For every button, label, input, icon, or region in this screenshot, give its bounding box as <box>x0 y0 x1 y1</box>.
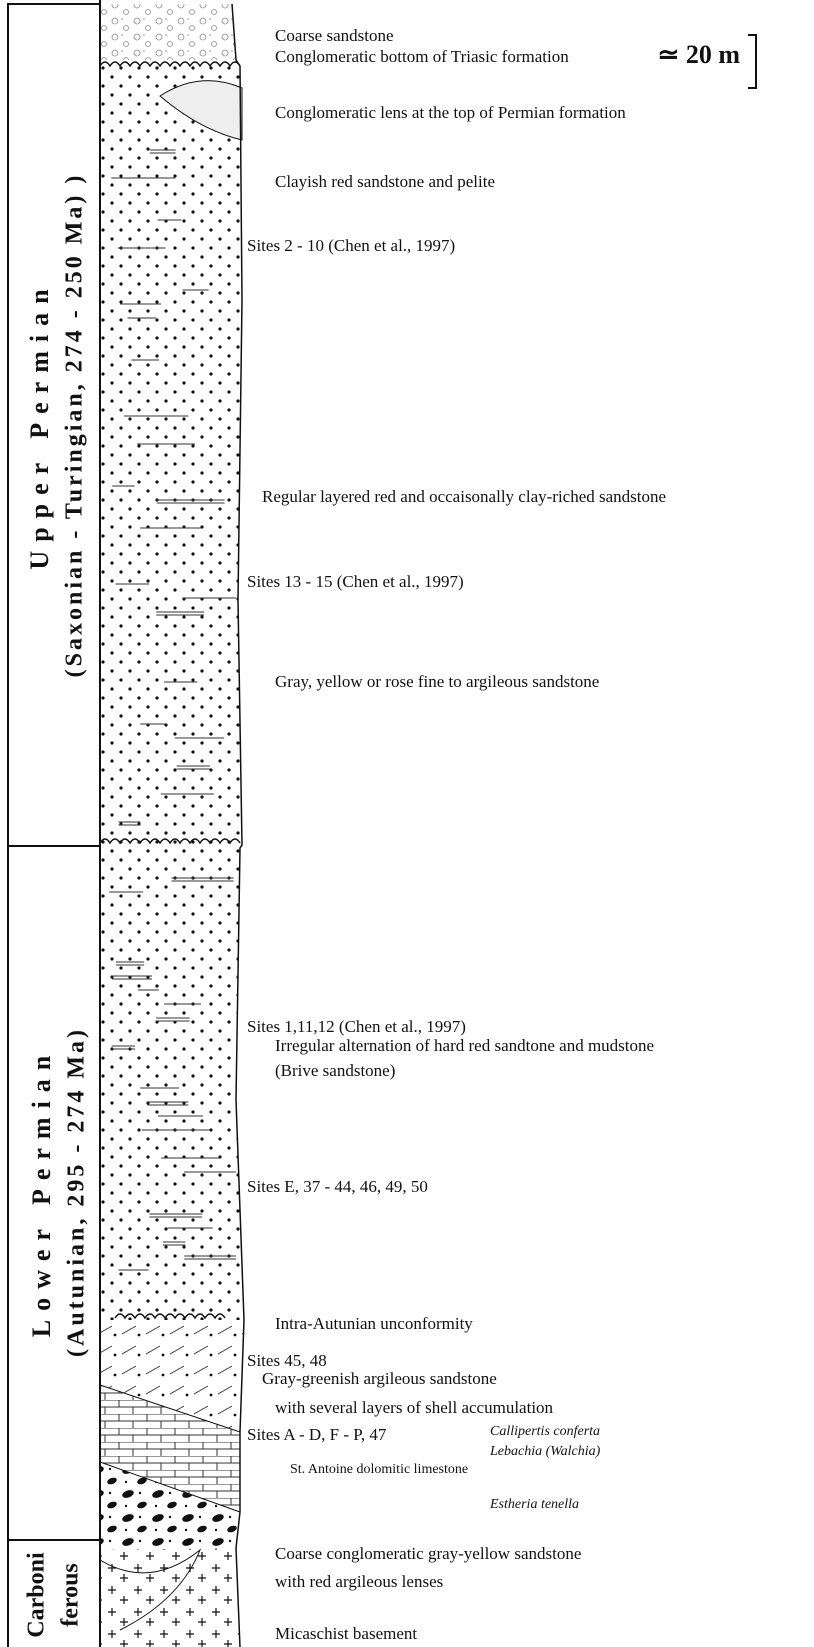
period-subtitle: ferous <box>58 1563 84 1627</box>
annotation: with red argileous lenses <box>275 1572 443 1591</box>
annotation: Micaschist basement <box>275 1624 417 1643</box>
period-name: Upper Permian <box>25 280 54 569</box>
annotation: (Brive sandstone) <box>275 1061 395 1080</box>
annotation: Regular layered red and occaisonally cla… <box>262 487 666 506</box>
annotation: Coarse sandstone <box>275 26 394 45</box>
sandstone <box>100 848 244 1320</box>
annotation: Conglomeratic bottom of Triasic formatio… <box>275 47 569 66</box>
sandstone <box>100 66 242 845</box>
lithology <box>100 0 244 1647</box>
annotation: Sites E, 37 - 44, 46, 49, 50 <box>247 1177 428 1196</box>
stratigraphic-column: ≃ 20 m Upper Permian (Saxonian - Turingi… <box>0 0 814 1647</box>
scale-bracket <box>748 35 756 88</box>
annotation: Sites A - D, F - P, 47 <box>247 1425 387 1444</box>
annotation: Coarse conglomeratic gray-yellow sandsto… <box>275 1544 581 1563</box>
annotation: Sites 13 - 15 (Chen et al., 1997) <box>247 572 464 591</box>
page: ≃ 20 m Upper Permian (Saxonian - Turingi… <box>0 0 814 1647</box>
annotation: Gray-greenish argileous sandstone <box>262 1369 497 1388</box>
coarse-sandstone <box>100 4 236 60</box>
annotation: Irregular alternation of hard red sandto… <box>275 1036 654 1055</box>
annotation: with several layers of shell accumulatio… <box>275 1398 554 1417</box>
annotation: Estheria tenella <box>489 1497 579 1512</box>
annotation: Sites 45, 48 <box>247 1351 327 1370</box>
annotation: Sites 2 - 10 (Chen et al., 1997) <box>247 236 455 255</box>
period-subtitle: (Saxonian - Turingian, 274 - 250 Ma) ) <box>62 173 88 678</box>
annotation: Clayish red sandstone and pelite <box>275 172 495 191</box>
period-box <box>8 1540 100 1647</box>
scale-label: ≃ 20 m <box>658 40 741 69</box>
annotation: Sites 1,11,12 (Chen et al., 1997) <box>247 1017 466 1036</box>
annotation: St. Antoine dolomitic limestone <box>290 1462 468 1477</box>
annotation: Conglomeratic lens at the top of Permian… <box>275 103 626 122</box>
annotation: Callipertis conferta <box>490 1424 600 1439</box>
annotation: Gray, yellow or rose fine to argileous s… <box>275 672 599 691</box>
period-name: Lower Permian <box>27 1047 56 1338</box>
period-subtitle: (Autunian, 295 - 274 Ma) <box>64 1027 90 1357</box>
annotation: Lebachia (Walchia) <box>489 1444 601 1459</box>
unconformity <box>100 62 240 66</box>
annotation: Intra-Autunian unconformity <box>275 1314 473 1333</box>
period-name: Carboni <box>24 1552 50 1638</box>
basement <box>100 1548 240 1647</box>
